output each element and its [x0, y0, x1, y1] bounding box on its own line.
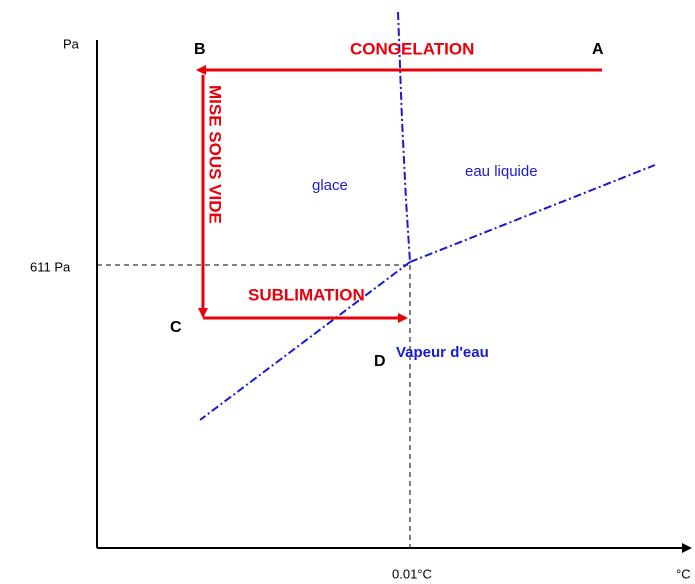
axis-label: Pa — [63, 36, 80, 51]
point-label: B — [194, 41, 206, 58]
sublimation-curve — [199, 261, 411, 421]
point-label: D — [374, 353, 386, 370]
axis-label: °C — [676, 566, 691, 581]
step-label: SUBLIMATION — [248, 285, 365, 304]
point-label: A — [592, 41, 604, 58]
point-label: C — [170, 319, 182, 336]
region-label: glace — [312, 177, 348, 194]
vaporization-curve — [409, 164, 656, 263]
axis-mark: 611 Pa — [30, 259, 71, 274]
step-label: CONGELATION — [350, 39, 474, 58]
region-label: Vapeur d'eau — [396, 344, 489, 361]
region-label: eau liquide — [465, 163, 538, 180]
step-label: MISE SOUS VIDE — [206, 85, 225, 224]
fusion-curve — [397, 11, 411, 263]
axis-mark: 0.01°C — [392, 566, 432, 581]
